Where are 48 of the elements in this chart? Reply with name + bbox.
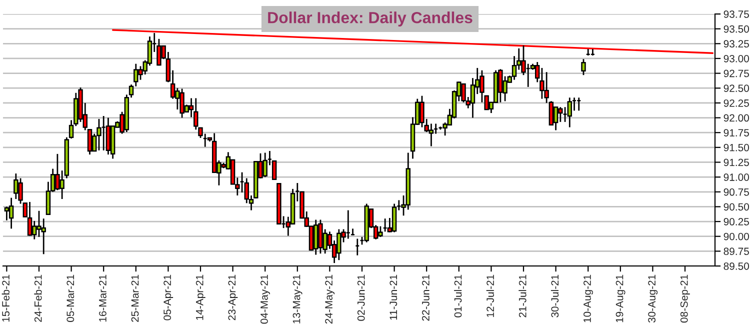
x-tick-label: 21-Jul-21 — [518, 274, 526, 318]
x-tick-label: 25-Mar-21 — [131, 274, 139, 322]
y-tick-label: 90.50 — [724, 203, 749, 211]
chart-title: Dollar Index: Daily Candles — [268, 12, 472, 26]
y-tick-label: 93.25 — [724, 40, 749, 48]
x-tick-label: 11-Jun-21 — [390, 274, 398, 320]
x-tick-label: 05-Mar-21 — [66, 274, 74, 322]
y-tick-label: 91.50 — [724, 144, 749, 152]
y-tick-label: 93.00 — [724, 54, 749, 62]
y-tick-label: 91.25 — [724, 158, 749, 166]
x-tick-label: 30-Aug-21 — [648, 274, 658, 323]
x-tick-label: 22-Jun-21 — [422, 274, 430, 321]
y-tick-label: 89.75 — [724, 248, 749, 256]
y-tick-label: 90.00 — [724, 232, 749, 240]
x-tick-label: 01-Jul-21 — [454, 274, 462, 318]
candlestick — [567, 96, 572, 128]
y-tick-label: 90.75 — [724, 188, 749, 196]
x-tick-label: 10-Aug-21 — [584, 274, 593, 322]
y-tick-label: 93.75 — [724, 10, 749, 18]
x-tick-label: 19-Aug-21 — [616, 274, 626, 322]
candlestick — [27, 201, 32, 236]
x-tick-label: 30-Jul-21 — [550, 274, 559, 318]
x-tick-label: 23-Apr-21 — [228, 274, 238, 320]
y-tick-label: 93.50 — [724, 25, 749, 33]
y-tick-label: 91.00 — [724, 174, 749, 181]
x-tick-label: 12-Jul-21 — [486, 274, 494, 317]
candlestick — [22, 202, 28, 218]
y-tick-label: 92.25 — [724, 99, 749, 107]
x-tick-label: 24-May-21 — [325, 274, 335, 324]
candlestick — [4, 206, 10, 222]
y-tick-label: 92.75 — [724, 70, 749, 78]
x-tick-label: 14-Apr-21 — [196, 274, 206, 320]
y-tick-label: 90.25 — [724, 218, 749, 226]
y-tick-label: 92.00 — [724, 114, 749, 122]
x-tick-label: 02-Jun-21 — [357, 274, 365, 321]
candlestick — [8, 197, 14, 230]
candlestick — [581, 58, 586, 76]
x-tick-label: 16-Mar-21 — [99, 274, 106, 322]
x-tick-label: 24-Feb-21 — [34, 274, 42, 322]
x-tick-label: 13-May-21 — [292, 274, 302, 324]
y-tick-label: 92.50 — [724, 84, 749, 92]
x-tick-label: 15-Feb-21 — [2, 274, 10, 322]
x-tick-label: 08-Sep-21 — [680, 274, 690, 323]
y-tick-label: 91.75 — [724, 129, 749, 136]
y-tick-label: 89.50 — [724, 262, 749, 270]
x-tick-label: 05-Apr-21 — [164, 274, 174, 320]
x-tick-label: 04-May-21 — [260, 274, 270, 324]
candlestick — [392, 203, 397, 233]
